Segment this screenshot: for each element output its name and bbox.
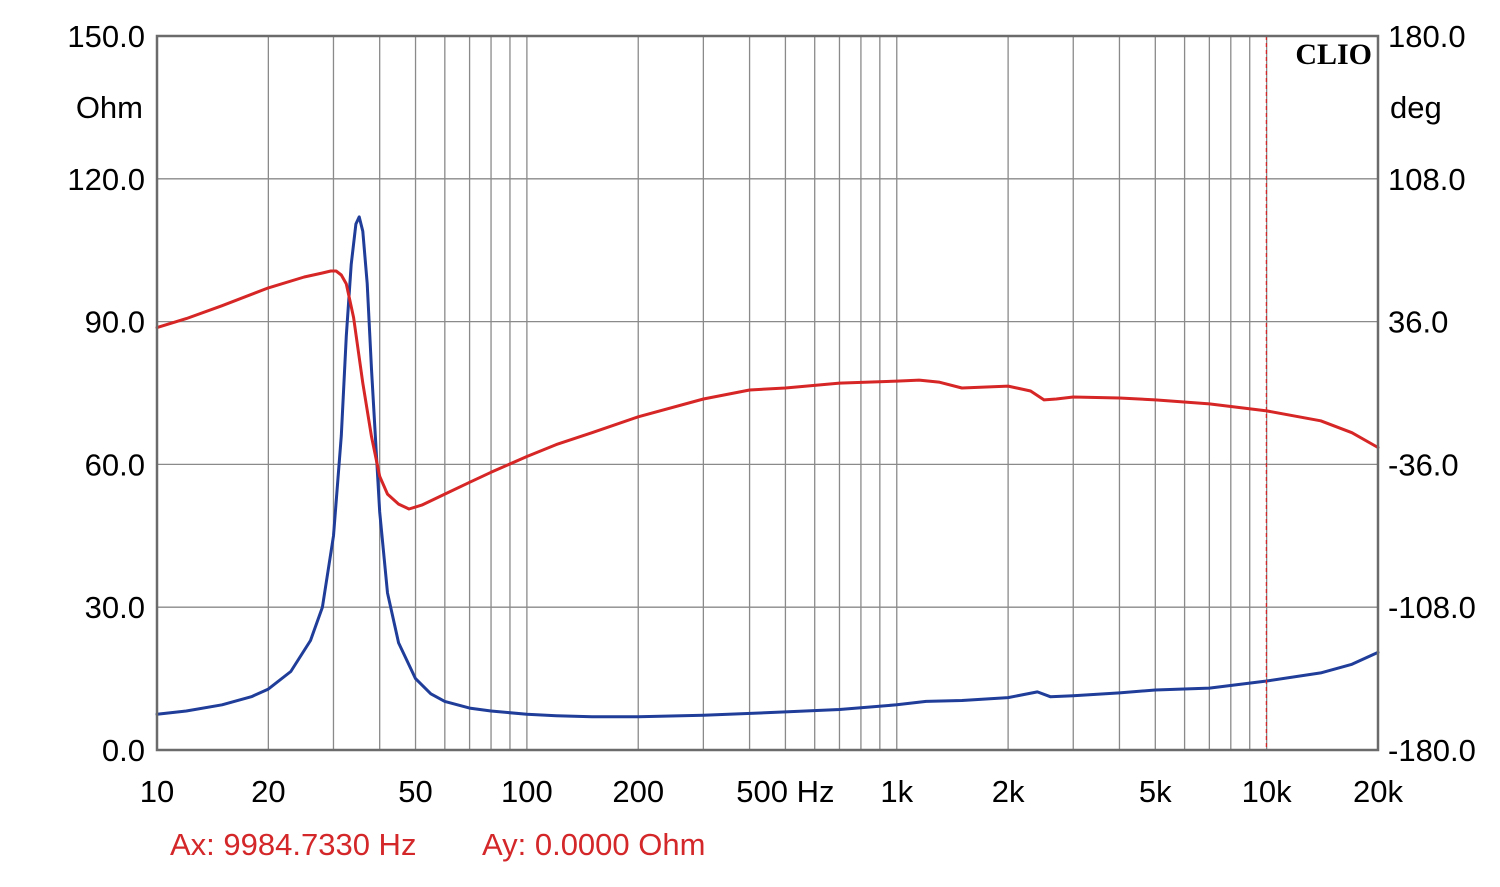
x-tick-labels: 10 20 50 100 200 500 Hz 1k 2k 5k 10k 20k	[140, 774, 1404, 809]
y-left-tick-label: 60.0	[85, 447, 145, 482]
x-tick-label: 20	[251, 774, 285, 809]
x-tick-label: 5k	[1139, 774, 1172, 809]
x-tick-label: 10k	[1242, 774, 1292, 809]
y-left-tick-label: 90.0	[85, 305, 145, 340]
y-left-tick-label: 30.0	[85, 590, 145, 625]
y-right-tick-label: 180.0	[1388, 19, 1466, 54]
x-tick-label: 200	[612, 774, 664, 809]
grid-lines	[157, 36, 1378, 750]
x-tick-label: 10	[140, 774, 174, 809]
y-left-tick-labels: 0.0 30.0 60.0 90.0 120.0 150.0	[67, 19, 145, 768]
impedance-series-line	[155, 215, 1380, 719]
x-tick-label: 1k	[880, 774, 913, 809]
y-right-tick-label: 36.0	[1388, 305, 1448, 340]
cursor-readout-ax: Ax: 9984.7330 Hz	[170, 827, 416, 862]
x-tick-label: 100	[501, 774, 553, 809]
y-right-tick-labels: -180.0 -108.0 -36.0 36.0 108.0 180.0	[1388, 19, 1476, 768]
y-right-tick-label: 108.0	[1388, 162, 1466, 197]
y-right-tick-label: -108.0	[1388, 590, 1476, 625]
plot-area-background	[157, 36, 1378, 750]
x-tick-label: 50	[398, 774, 432, 809]
series-layer	[155, 215, 1380, 719]
x-tick-label: 20k	[1353, 774, 1403, 809]
y-left-unit-label: Ohm	[76, 90, 143, 125]
brand-logo: CLIO	[1295, 38, 1372, 71]
y-left-tick-label: 150.0	[67, 19, 145, 54]
phase-series-line	[155, 269, 1380, 511]
x-tick-label: 500 Hz	[736, 774, 834, 809]
y-right-tick-label: -180.0	[1388, 733, 1476, 768]
plot-frame	[155, 34, 1380, 752]
cursor-readout-ay: Ay: 0.0000 Ohm	[482, 827, 705, 862]
x-tick-label: 2k	[992, 774, 1025, 809]
y-right-tick-label: -36.0	[1388, 447, 1459, 482]
y-left-tick-label: 0.0	[102, 733, 145, 768]
y-left-tick-label: 120.0	[67, 162, 145, 197]
y-right-unit-label: deg	[1390, 90, 1442, 125]
